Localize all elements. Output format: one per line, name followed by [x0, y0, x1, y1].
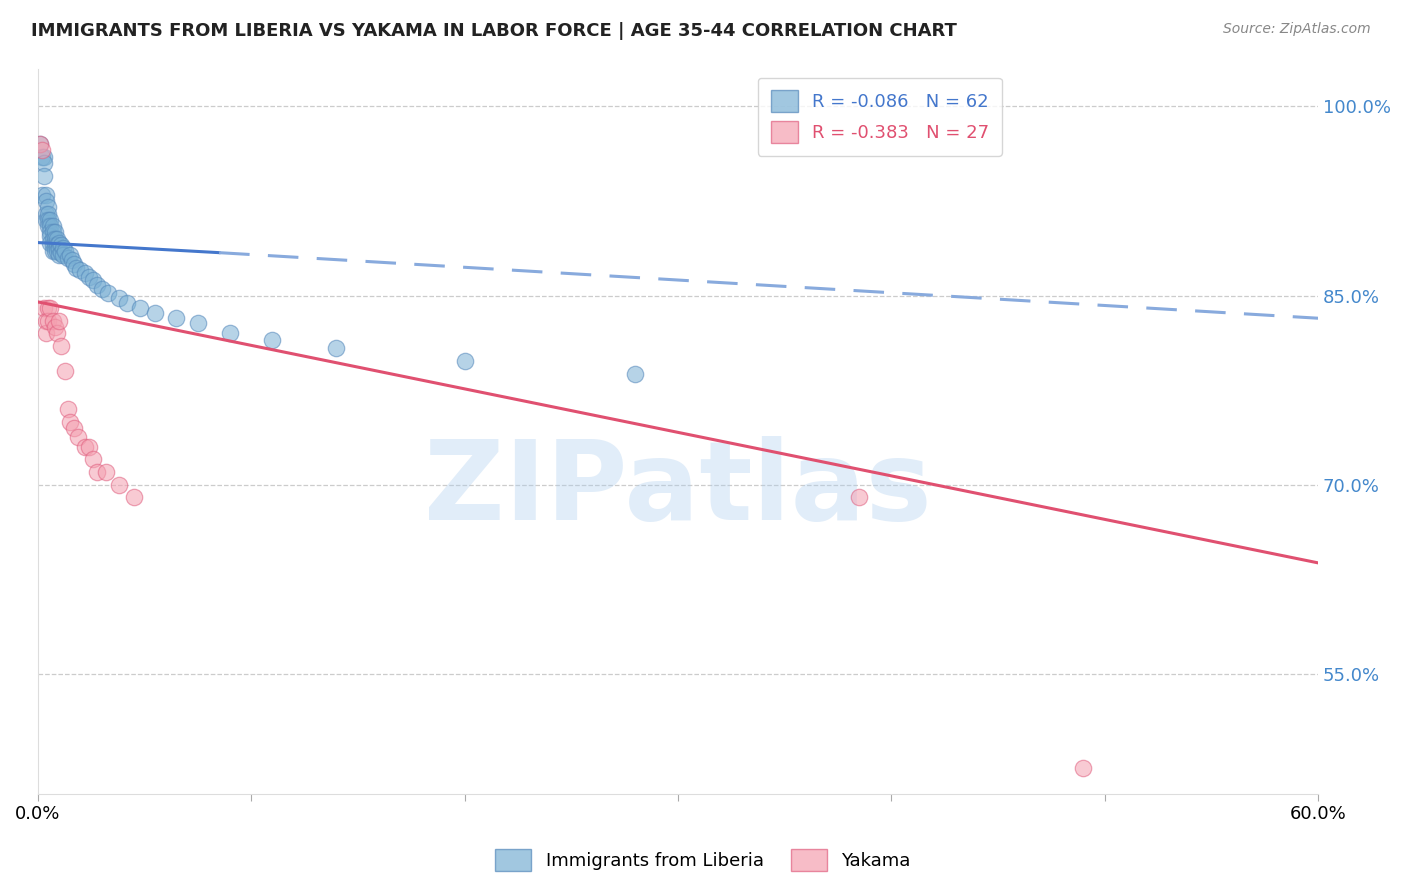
- Point: [45, 232, 67, 246]
- Point: [55, 364, 77, 378]
- Point: [56, 251, 79, 265]
- Point: [73, 440, 96, 454]
- Point: [51, 339, 73, 353]
- Point: [65, 260, 87, 275]
- Point: [37, 206, 59, 220]
- Point: [94, 465, 117, 479]
- Point: [32, 150, 55, 164]
- Point: [45, 244, 67, 259]
- Point: [48, 235, 70, 250]
- Point: [45, 238, 67, 252]
- Point: [41, 238, 63, 252]
- Point: [453, 354, 475, 368]
- Point: [37, 200, 59, 214]
- Point: [45, 326, 67, 341]
- Point: [52, 248, 75, 262]
- Point: [39, 301, 62, 315]
- Point: [90, 282, 112, 296]
- Point: [37, 212, 59, 227]
- Point: [51, 245, 73, 260]
- Point: [122, 491, 145, 505]
- Point: [32, 156, 55, 170]
- Point: [69, 263, 91, 277]
- Point: [41, 219, 63, 234]
- Point: [37, 219, 59, 234]
- Point: [86, 465, 108, 479]
- Point: [32, 301, 55, 315]
- Point: [48, 314, 70, 328]
- Point: [129, 301, 152, 315]
- Point: [143, 306, 166, 320]
- Point: [187, 316, 209, 330]
- Point: [59, 415, 82, 429]
- Point: [32, 169, 55, 183]
- Point: [35, 314, 58, 328]
- Point: [39, 235, 62, 250]
- Point: [44, 232, 66, 246]
- Point: [41, 314, 63, 328]
- Point: [39, 219, 62, 234]
- Point: [55, 244, 77, 259]
- Point: [35, 206, 58, 220]
- Point: [60, 253, 83, 268]
- Point: [107, 477, 129, 491]
- Point: [165, 311, 187, 326]
- Point: [35, 194, 58, 208]
- Point: [56, 402, 79, 417]
- Legend: R = -0.086   N = 62, R = -0.383   N = 27: R = -0.086 N = 62, R = -0.383 N = 27: [758, 78, 1002, 156]
- Point: [41, 226, 63, 240]
- Point: [73, 266, 96, 280]
- Point: [52, 241, 75, 255]
- Point: [31, 187, 53, 202]
- Point: [325, 342, 347, 356]
- Point: [41, 244, 63, 259]
- Point: [37, 314, 59, 328]
- Point: [59, 248, 82, 262]
- Point: [28, 137, 51, 152]
- Point: [262, 333, 284, 347]
- Point: [848, 491, 870, 505]
- Point: [63, 257, 86, 271]
- Legend: Immigrants from Liberia, Yakama: Immigrants from Liberia, Yakama: [488, 842, 918, 879]
- Point: [117, 296, 139, 310]
- Text: ZIPatlas: ZIPatlas: [425, 435, 932, 542]
- Point: [31, 150, 53, 164]
- Point: [44, 226, 66, 240]
- Point: [107, 291, 129, 305]
- Point: [41, 232, 63, 246]
- Point: [31, 144, 53, 158]
- Point: [35, 187, 58, 202]
- Point: [35, 212, 58, 227]
- Point: [39, 229, 62, 244]
- Point: [77, 440, 100, 454]
- Point: [82, 452, 104, 467]
- Point: [86, 278, 108, 293]
- Text: IMMIGRANTS FROM LIBERIA VS YAKAMA IN LABOR FORCE | AGE 35-44 CORRELATION CHART: IMMIGRANTS FROM LIBERIA VS YAKAMA IN LAB…: [31, 22, 957, 40]
- Point: [218, 326, 240, 341]
- Point: [63, 421, 86, 435]
- Point: [44, 238, 66, 252]
- Point: [44, 244, 66, 259]
- Point: [77, 269, 100, 284]
- Point: [97, 285, 120, 300]
- Text: Source: ZipAtlas.com: Source: ZipAtlas.com: [1223, 22, 1371, 37]
- Point: [48, 248, 70, 262]
- Point: [82, 273, 104, 287]
- Point: [37, 301, 59, 315]
- Point: [51, 238, 73, 252]
- Point: [67, 430, 90, 444]
- Point: [39, 212, 62, 227]
- Point: [35, 326, 58, 341]
- Point: [39, 226, 62, 240]
- Point: [1073, 761, 1095, 775]
- Point: [624, 367, 647, 381]
- Point: [48, 242, 70, 256]
- Point: [28, 137, 51, 152]
- Point: [44, 320, 66, 334]
